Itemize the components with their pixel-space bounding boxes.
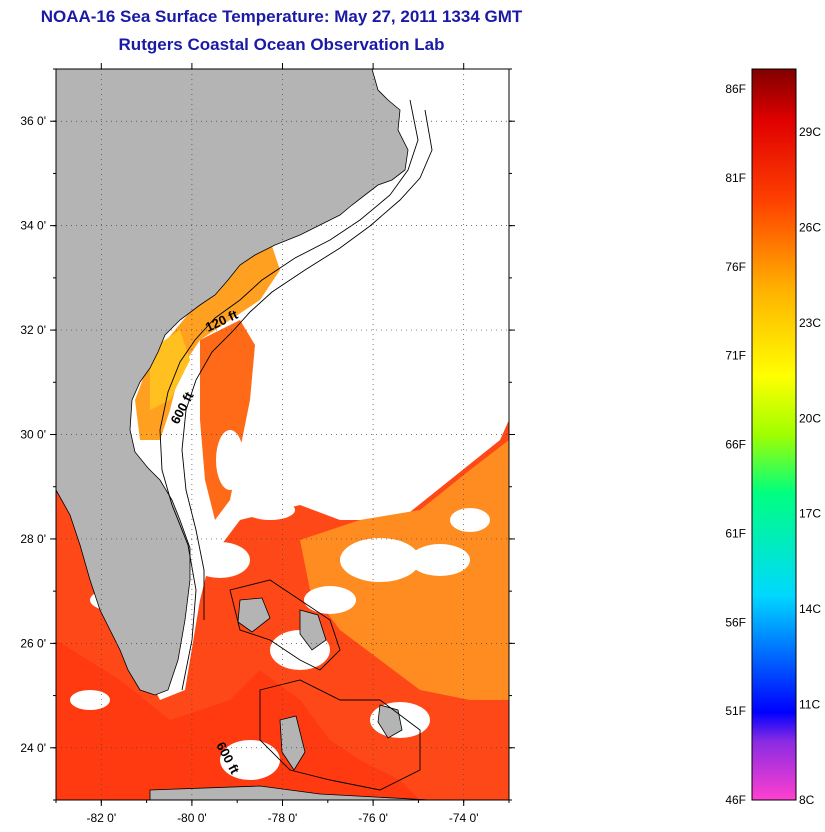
- colorbar-celsius-label: 17C: [799, 507, 821, 521]
- lon-tick-label: -78 0': [268, 811, 298, 825]
- sst-patch-gulfstream: [200, 320, 255, 520]
- colorbar-fahrenheit-label: 76F: [725, 260, 746, 274]
- contour-600ft: [181, 109, 433, 620]
- lat-tick-label: 24 0': [20, 741, 46, 755]
- colorbar-fahrenheit-label: 46F: [725, 793, 746, 807]
- island: [299, 609, 327, 651]
- lat-tick-label: 26 0': [20, 636, 46, 650]
- colorbar-fahrenheit-label: 51F: [725, 704, 746, 718]
- lon-tick-label: -76 0': [358, 811, 388, 825]
- colorbar-labels: 86F 81F 76F 71F 66F 61F 56F 51F 46F 29C 26C 23C 20C 1…: [725, 82, 821, 807]
- cloud-patch: [220, 740, 280, 780]
- cloud-patch: [70, 690, 110, 710]
- contour-120ft: [159, 99, 419, 691]
- lon-tick-label: -82 0': [86, 811, 116, 825]
- contour-bahamas: [229, 579, 341, 671]
- map-axes: 24 0' 26 0' 28 0' 30 0' 32 0' 34 0' 36 0' -82 0…: [20, 63, 515, 825]
- island: [149, 785, 431, 800]
- colorbar-fahrenheit-label: 61F: [725, 526, 746, 540]
- island: [377, 704, 403, 739]
- colorbar-celsius-label: 8C: [799, 793, 815, 807]
- cloud-patch: [450, 508, 490, 532]
- lon-tick-label: -80 0': [177, 811, 207, 825]
- colorbar-fahrenheit-label: 56F: [725, 615, 746, 629]
- island: [237, 597, 271, 633]
- colorbar-celsius-label: 29C: [799, 125, 821, 139]
- colorbar-fahrenheit-label: 66F: [725, 438, 746, 452]
- colorbar-celsius-label: 23C: [799, 316, 821, 330]
- colorbar-fahrenheit-label: 71F: [725, 349, 746, 363]
- lat-tick-label: 28 0': [20, 532, 46, 546]
- map-subtitle: Rutgers Coastal Ocean Observation Lab: [118, 35, 445, 54]
- lat-tick-label: 36 0': [20, 114, 46, 128]
- cloud-patch: [304, 586, 356, 614]
- bahamas-islands: [149, 597, 431, 800]
- lon-tick-label: -74 0': [449, 811, 479, 825]
- colorbar-fahrenheit-label: 81F: [725, 171, 746, 185]
- cloud-patch: [216, 430, 244, 490]
- contour-bahamas-south: [259, 679, 421, 791]
- colorbar-celsius-label: 26C: [799, 220, 821, 234]
- colorbar-celsius-label: 20C: [799, 411, 821, 425]
- land-mass: [56, 69, 409, 696]
- sst-patch-south: [56, 640, 420, 800]
- cloud-patch: [340, 538, 420, 582]
- graticule: [56, 69, 509, 800]
- cloud-patch: [190, 542, 250, 578]
- colorbar-celsius-label: 14C: [799, 602, 821, 616]
- lat-tick-label: 32 0': [20, 323, 46, 337]
- colorbar-fahrenheit-label: 86F: [725, 82, 746, 96]
- lat-tick-label: 30 0': [20, 428, 46, 442]
- colorbar: [751, 68, 797, 801]
- island: [279, 715, 306, 771]
- lat-tick-label: 34 0': [20, 219, 46, 233]
- colorbar-celsius-label: 11C: [799, 698, 820, 712]
- map-title: NOAA-16 Sea Surface Temperature: May 27,…: [40, 7, 523, 26]
- depth-contours: [159, 99, 433, 791]
- cloud-patch: [245, 500, 295, 520]
- cloud-patch: [410, 544, 470, 576]
- sst-patch-shelf-cool: [150, 330, 190, 410]
